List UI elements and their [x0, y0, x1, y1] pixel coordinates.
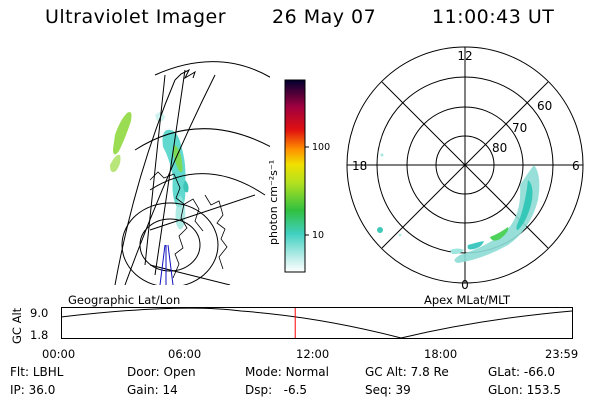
time-tick-0600: 06:00 — [168, 347, 202, 361]
info-seq: Seq: 39 — [365, 383, 411, 397]
time-tick-1200: 12:00 — [296, 347, 330, 361]
colorbar-tick-100: 100 — [312, 142, 330, 153]
aurora-emission-left — [110, 112, 189, 230]
instrument-title: Ultraviolet Imager — [45, 6, 227, 28]
altitude-ytick-bottom: 1.8 — [30, 328, 49, 342]
info-flt: Flt: LBHL — [10, 365, 64, 379]
header-time: 11:00:43 UT — [432, 6, 555, 28]
aurora-emission-right — [377, 153, 540, 263]
lat-label-60: 60 — [537, 99, 552, 113]
info-ip: IP: 36.0 — [10, 383, 56, 397]
color-bar: 100 10 photon cm⁻²s⁻¹ — [267, 79, 330, 273]
mlt-label-18: 18 — [352, 159, 367, 173]
altitude-plot — [61, 307, 573, 339]
mlt-label-0: 0 — [461, 278, 469, 292]
colorbar-tick-10: 10 — [312, 230, 324, 241]
time-tick-0000: 00:00 — [42, 347, 76, 361]
apex-polar-plot: 12 18 6 0 60 70 80 — [346, 46, 584, 292]
altitude-plot-frame — [61, 307, 573, 339]
altitude-ytick-top: 9.0 — [30, 306, 49, 320]
right-map-caption: Apex MLat/MLT — [424, 293, 511, 307]
mlt-label-12: 12 — [457, 49, 472, 63]
colorbar-label: photon cm⁻²s⁻¹ — [267, 160, 280, 245]
color-bar-gradient — [284, 79, 306, 273]
header-date: 26 May 07 — [272, 6, 377, 28]
lat-label-80: 80 — [492, 141, 507, 155]
info-glon: GLon: 153.5 — [488, 383, 561, 397]
info-gain: Gain: 14 — [127, 383, 178, 397]
lat-label-70: 70 — [512, 121, 527, 135]
altitude-ylabel-wrap: GC Alt — [10, 304, 24, 344]
time-tick-2359: 23:59 — [545, 347, 579, 361]
altitude-ylabel: GC Alt — [10, 307, 24, 344]
altitude-curve — [61, 307, 573, 339]
time-tick-1800: 18:00 — [424, 347, 458, 361]
info-glat: GLat: -66.0 — [488, 365, 555, 379]
info-dsp: Dsp: -6.5 — [245, 383, 308, 397]
geographic-map — [110, 61, 270, 285]
mlt-label-6: 6 — [572, 159, 580, 173]
info-mode: Mode: Normal — [245, 365, 329, 379]
left-map-caption: Geographic Lat/Lon — [68, 293, 181, 307]
info-door: Door: Open — [127, 365, 196, 379]
info-gc-alt: GC Alt: 7.8 Re — [365, 365, 449, 379]
